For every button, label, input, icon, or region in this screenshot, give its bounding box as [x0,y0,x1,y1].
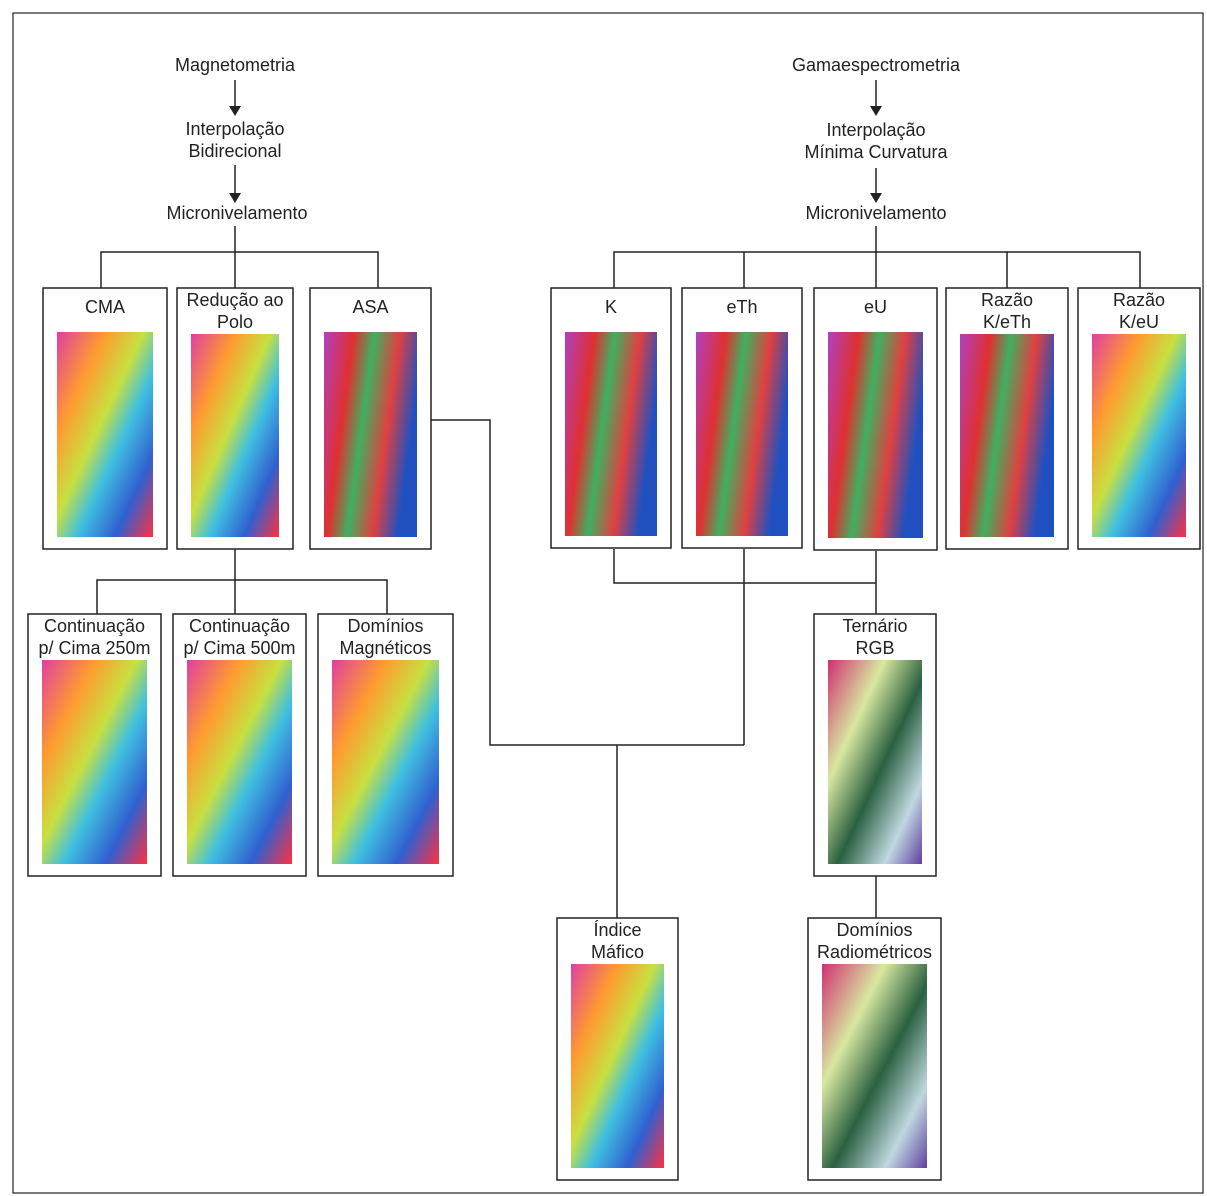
step-label: Bidirecional [188,141,281,161]
panel-label: Continuação [44,616,145,636]
map-image [42,660,147,864]
panel-label: Máfico [591,942,644,962]
panel-label: CMA [85,297,125,317]
panel-label: eU [864,297,887,317]
panel-label: ASA [352,297,388,317]
panel-label: Magnéticos [339,638,431,658]
map-image [565,332,657,536]
map-image [571,964,664,1168]
step-label: Micronivelamento [805,203,946,223]
map-image [324,332,417,537]
panel-label: eTh [726,297,757,317]
map-image [696,332,788,536]
map-image [332,660,439,864]
step-label: Magnetometria [175,55,296,75]
map-image [960,334,1054,537]
panel-label: Índice [593,920,641,940]
panel-label: p/ Cima 250m [38,638,150,658]
panel-label: RGB [855,638,894,658]
panel-label: Razão [981,290,1033,310]
map-image [828,332,923,538]
map-image [828,660,922,864]
map-image [1092,334,1186,537]
panel-label: p/ Cima 500m [183,638,295,658]
step-label: Gamaespectrometria [792,55,961,75]
panel-label: K/eTh [983,312,1031,332]
panel-label: Domínios [347,616,423,636]
flowchart: MagnetometriaInterpolaçãoBidirecionalMic… [0,0,1207,1196]
map-image [187,660,292,864]
panel-label: Razão [1113,290,1165,310]
panel-label: Domínios [836,920,912,940]
panel-label: Continuação [189,616,290,636]
panel-label: K/eU [1119,312,1159,332]
step-label: Interpolação [185,119,284,139]
panel-label: Redução ao [186,290,283,310]
panel-label: Radiométricos [817,942,932,962]
map-image [822,964,927,1168]
step-label: Interpolação [826,120,925,140]
map-image [57,332,153,537]
step-label: Mínima Curvatura [804,142,948,162]
panel-label: K [605,297,617,317]
panel-label: Ternário [842,616,907,636]
step-label: Micronivelamento [166,203,307,223]
panel-label: Polo [217,312,253,332]
map-image [191,334,279,537]
